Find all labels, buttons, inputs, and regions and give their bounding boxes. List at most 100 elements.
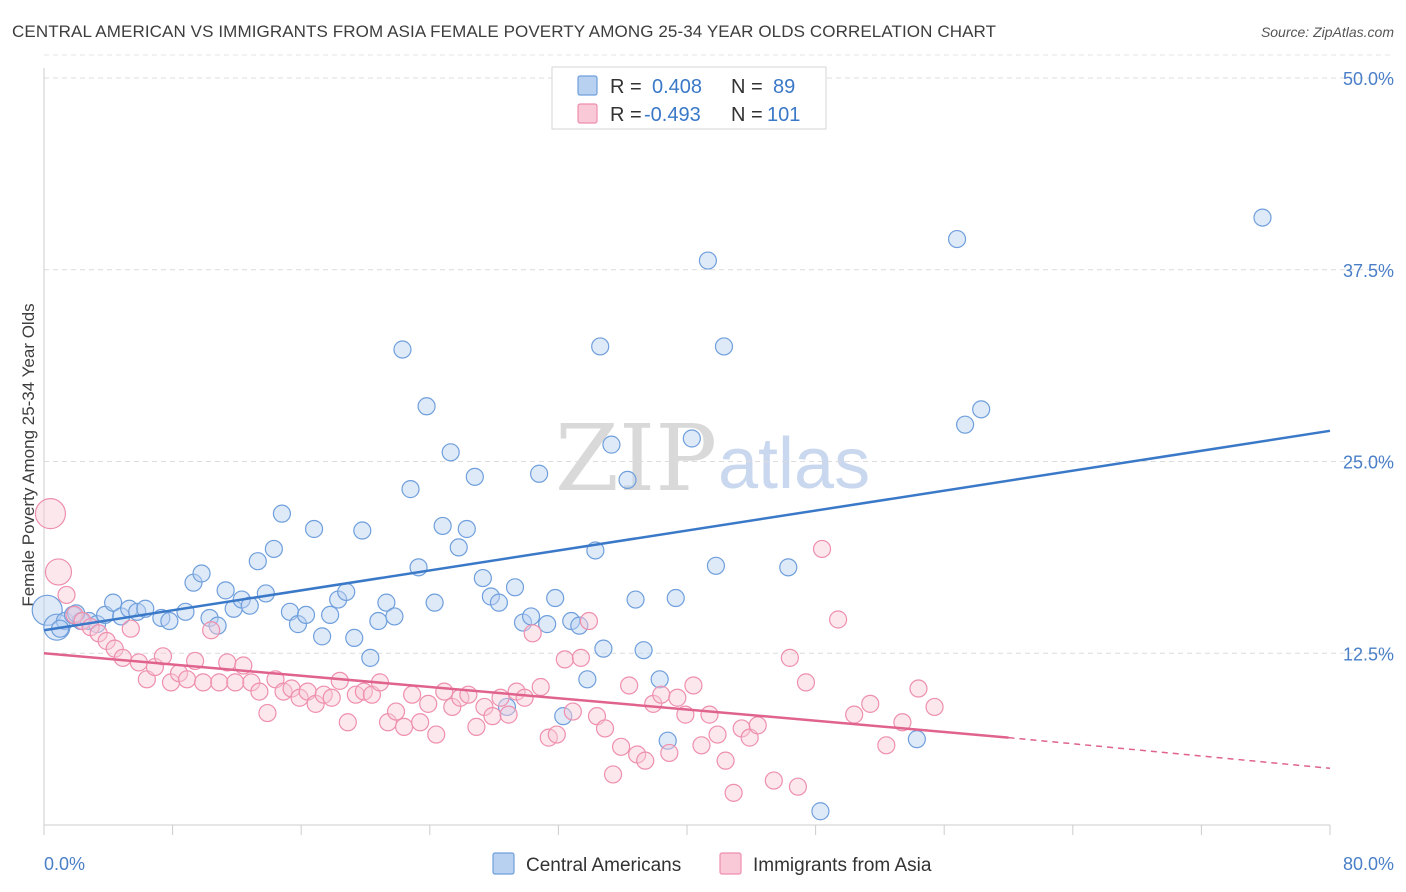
data-point xyxy=(591,337,610,356)
legend-n-label-blue: N = xyxy=(731,76,763,98)
data-point xyxy=(385,607,404,626)
series-central-americans xyxy=(31,208,1272,821)
data-point xyxy=(258,703,277,723)
data-point xyxy=(955,415,975,434)
data-point xyxy=(877,736,896,755)
data-point xyxy=(578,670,597,689)
data-point xyxy=(433,516,452,536)
data-point xyxy=(322,688,341,707)
watermark-zip: ZIP xyxy=(555,405,717,512)
data-point xyxy=(554,707,573,726)
data-point xyxy=(708,725,727,744)
legend-swatch-blue xyxy=(577,75,598,96)
data-point xyxy=(893,713,912,732)
bottom-legend-label-pink: Immigrants from Asia xyxy=(753,855,932,876)
data-point xyxy=(620,676,639,695)
data-point xyxy=(909,679,928,698)
data-point xyxy=(272,504,292,523)
data-point xyxy=(337,582,356,601)
data-point xyxy=(250,682,269,701)
data-point xyxy=(571,648,591,667)
data-point xyxy=(489,593,509,612)
data-point xyxy=(748,716,767,735)
data-point xyxy=(634,641,653,660)
data-point xyxy=(465,467,484,486)
data-point xyxy=(595,719,615,738)
data-point xyxy=(386,702,406,721)
data-point xyxy=(611,737,631,756)
data-point xyxy=(192,564,211,583)
data-point xyxy=(538,615,557,634)
y-tick-labels: 12.5% 25.0% 37.5% 50.0% xyxy=(1343,69,1394,664)
data-point xyxy=(724,783,743,802)
data-point xyxy=(515,688,534,707)
data-point xyxy=(788,777,808,796)
data-point xyxy=(650,670,669,689)
data-point xyxy=(652,685,671,704)
legend-swatch-pink xyxy=(577,103,598,124)
data-point xyxy=(618,470,637,490)
data-point xyxy=(393,340,412,359)
data-point xyxy=(403,685,422,704)
data-point xyxy=(812,539,832,559)
data-point xyxy=(256,584,275,603)
data-point xyxy=(780,648,799,667)
data-point xyxy=(345,628,364,648)
bottom-legend-swatch-pink xyxy=(719,852,742,875)
data-point xyxy=(692,736,711,755)
data-point xyxy=(505,578,525,597)
data-point xyxy=(521,607,541,626)
data-point xyxy=(594,639,613,658)
y-axis-label: Female Poverty Among 25-34 Year Olds xyxy=(19,303,38,606)
data-point xyxy=(779,558,798,577)
data-point xyxy=(441,443,460,462)
data-point xyxy=(411,713,430,732)
data-point xyxy=(457,519,476,539)
data-point xyxy=(546,588,565,608)
data-point xyxy=(31,594,63,626)
data-point xyxy=(226,673,245,692)
data-point xyxy=(401,480,420,499)
trend-line-central-americans xyxy=(43,429,1331,632)
data-point xyxy=(435,682,454,701)
data-point xyxy=(121,619,140,638)
data-point xyxy=(113,648,132,667)
trend-lines xyxy=(43,429,1331,770)
data-point xyxy=(34,498,67,530)
data-point xyxy=(829,610,848,629)
y-tick-label: 50.0% xyxy=(1343,69,1394,89)
legend-r-label-pink: R = xyxy=(610,104,642,126)
data-point xyxy=(304,519,324,539)
data-point xyxy=(57,585,76,605)
data-point xyxy=(684,676,703,695)
watermark-atlas: atlas xyxy=(718,424,870,504)
data-point xyxy=(264,539,283,559)
data-point xyxy=(427,725,446,744)
series-immigrants-from-asia xyxy=(34,498,944,802)
data-point xyxy=(861,694,880,713)
data-point xyxy=(369,611,388,631)
x-tick-label-min: 0.0% xyxy=(44,854,85,874)
data-point xyxy=(497,697,517,717)
bottom-legend-swatch-blue xyxy=(492,852,515,875)
data-point xyxy=(796,673,816,692)
data-point xyxy=(570,616,589,635)
legend-n-value-blue: 89 xyxy=(773,76,795,98)
data-point xyxy=(361,648,380,667)
data-point xyxy=(483,707,502,726)
data-point xyxy=(531,677,550,697)
data-point xyxy=(845,705,864,724)
data-point xyxy=(473,568,492,588)
trend-line-immigrants-from-asia xyxy=(43,652,1009,739)
data-point xyxy=(321,605,340,625)
data-point xyxy=(296,605,316,625)
legend-r-value-pink: -0.493 xyxy=(644,104,701,126)
data-point xyxy=(530,464,549,483)
data-point xyxy=(547,725,566,744)
data-point xyxy=(811,802,830,821)
x-axis-ticks xyxy=(43,825,1331,835)
data-point xyxy=(377,593,396,612)
data-point xyxy=(714,337,734,356)
data-point xyxy=(216,581,235,600)
data-point xyxy=(208,616,227,635)
